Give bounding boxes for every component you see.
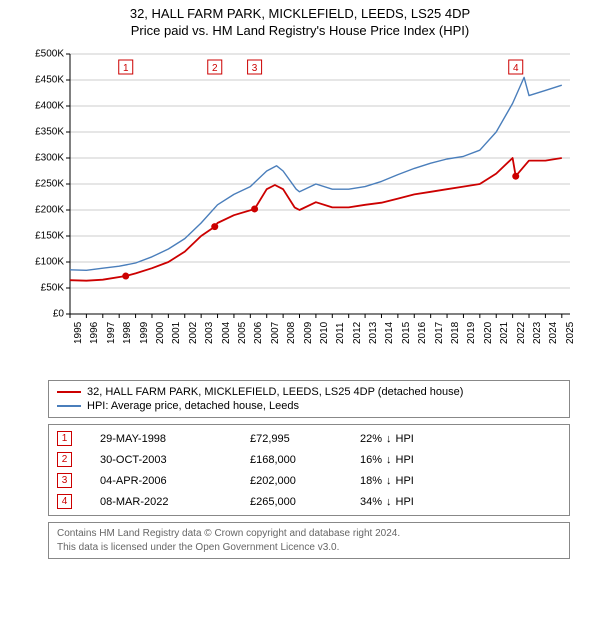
marker-delta: 18% ↓ HPI: [360, 475, 414, 487]
y-tick-label: £250K: [35, 179, 64, 190]
y-tick-label: £150K: [35, 231, 64, 242]
marker-badge: 4: [57, 494, 72, 509]
marker-row: 3 04-APR-2006£202,00018% ↓ HPI: [57, 470, 561, 491]
svg-text:1: 1: [123, 63, 129, 74]
chart-svg: 1 2 3 4: [20, 44, 580, 374]
x-tick-label: 2003: [204, 322, 215, 344]
attribution-box: Contains HM Land Registry data © Crown c…: [48, 522, 570, 559]
marker-delta-pct: 16%: [360, 454, 382, 466]
marker-delta-vs: HPI: [396, 496, 414, 508]
marker-date: 30-OCT-2003: [100, 454, 250, 466]
y-tick-label: £100K: [35, 257, 64, 268]
x-tick-label: 2015: [401, 322, 412, 344]
marker-price: £265,000: [250, 496, 360, 508]
x-tick-label: 1995: [73, 322, 84, 344]
y-tick-label: £400K: [35, 101, 64, 112]
marker-date: 04-APR-2006: [100, 475, 250, 487]
marker-row: 2 30-OCT-2003£168,00016% ↓ HPI: [57, 449, 561, 470]
x-tick-label: 2021: [499, 322, 510, 344]
x-tick-label: 2008: [286, 322, 297, 344]
x-tick-label: 1999: [139, 322, 150, 344]
x-tick-label: 2019: [466, 322, 477, 344]
chart-container: 32, HALL FARM PARK, MICKLEFIELD, LEEDS, …: [0, 0, 600, 620]
legend-swatch: [57, 391, 81, 393]
x-tick-label: 2007: [270, 322, 281, 344]
x-tick-label: 2022: [516, 322, 527, 344]
x-tick-label: 2025: [565, 322, 576, 344]
x-tick-label: 2023: [532, 322, 543, 344]
x-tick-label: 2020: [483, 322, 494, 344]
x-tick-label: 2011: [335, 322, 346, 344]
x-tick-label: 2005: [237, 322, 248, 344]
x-tick-label: 2002: [188, 322, 199, 344]
marker-delta-vs: HPI: [396, 475, 414, 487]
y-tick-label: £350K: [35, 127, 64, 138]
title-address: 32, HALL FARM PARK, MICKLEFIELD, LEEDS, …: [10, 6, 590, 21]
x-tick-label: 2001: [171, 322, 182, 344]
legend-label: 32, HALL FARM PARK, MICKLEFIELD, LEEDS, …: [87, 386, 463, 398]
x-tick-label: 2024: [548, 322, 559, 344]
x-tick-label: 2009: [303, 322, 314, 344]
title-block: 32, HALL FARM PARK, MICKLEFIELD, LEEDS, …: [0, 0, 600, 40]
legend-item: HPI: Average price, detached house, Leed…: [57, 399, 561, 413]
svg-text:4: 4: [513, 63, 519, 74]
marker-price: £202,000: [250, 475, 360, 487]
y-tick-label: £300K: [35, 153, 64, 164]
x-tick-label: 2006: [253, 322, 264, 344]
x-tick-label: 2004: [221, 322, 232, 344]
arrow-down-icon: ↓: [386, 454, 392, 466]
marker-badge: 2: [57, 452, 72, 467]
y-tick-label: £50K: [41, 283, 64, 294]
marker-row: 1 29-MAY-1998£72,99522% ↓ HPI: [57, 428, 561, 449]
x-tick-label: 2014: [384, 322, 395, 344]
marker-delta: 16% ↓ HPI: [360, 454, 414, 466]
arrow-down-icon: ↓: [386, 496, 392, 508]
x-tick-label: 2018: [450, 322, 461, 344]
marker-table: 1 29-MAY-1998£72,99522% ↓ HPI 2 30-OCT-2003…: [48, 424, 570, 516]
x-tick-label: 1997: [106, 322, 117, 344]
marker-delta-pct: 18%: [360, 475, 382, 487]
arrow-down-icon: ↓: [386, 433, 392, 445]
attribution-line: Contains HM Land Registry data © Crown c…: [57, 527, 561, 541]
y-tick-label: £200K: [35, 205, 64, 216]
marker-row: 4 08-MAR-2022£265,00034% ↓ HPI: [57, 491, 561, 512]
title-subtitle: Price paid vs. HM Land Registry's House …: [10, 23, 590, 38]
marker-price: £72,995: [250, 433, 360, 445]
legend-box: 32, HALL FARM PARK, MICKLEFIELD, LEEDS, …: [48, 380, 570, 418]
legend-swatch: [57, 405, 81, 407]
x-tick-label: 1996: [89, 322, 100, 344]
x-tick-label: 2010: [319, 322, 330, 344]
y-tick-label: £450K: [35, 75, 64, 86]
arrow-down-icon: ↓: [386, 475, 392, 487]
marker-delta-vs: HPI: [396, 454, 414, 466]
x-tick-label: 1998: [122, 322, 133, 344]
marker-date: 08-MAR-2022: [100, 496, 250, 508]
marker-badge: 3: [57, 473, 72, 488]
svg-text:3: 3: [252, 63, 258, 74]
marker-delta-vs: HPI: [396, 433, 414, 445]
marker-delta-pct: 22%: [360, 433, 382, 445]
marker-badge: 1: [57, 431, 72, 446]
marker-price: £168,000: [250, 454, 360, 466]
attribution-line: This data is licensed under the Open Gov…: [57, 541, 561, 555]
marker-delta-pct: 34%: [360, 496, 382, 508]
marker-delta: 22% ↓ HPI: [360, 433, 414, 445]
x-tick-label: 2017: [434, 322, 445, 344]
chart-area: 1 2 3 4 £0 £50K £100K £150K £200K £250K £300K £350…: [20, 44, 580, 374]
legend-label: HPI: Average price, detached house, Leed…: [87, 400, 299, 412]
y-tick-label: £500K: [35, 49, 64, 60]
x-tick-label: 2000: [155, 322, 166, 344]
marker-delta: 34% ↓ HPI: [360, 496, 414, 508]
x-tick-label: 2016: [417, 322, 428, 344]
svg-text:2: 2: [212, 63, 218, 74]
y-tick-label: £0: [53, 309, 64, 320]
marker-date: 29-MAY-1998: [100, 433, 250, 445]
legend-item: 32, HALL FARM PARK, MICKLEFIELD, LEEDS, …: [57, 385, 561, 399]
x-tick-label: 2013: [368, 322, 379, 344]
x-tick-label: 2012: [352, 322, 363, 344]
